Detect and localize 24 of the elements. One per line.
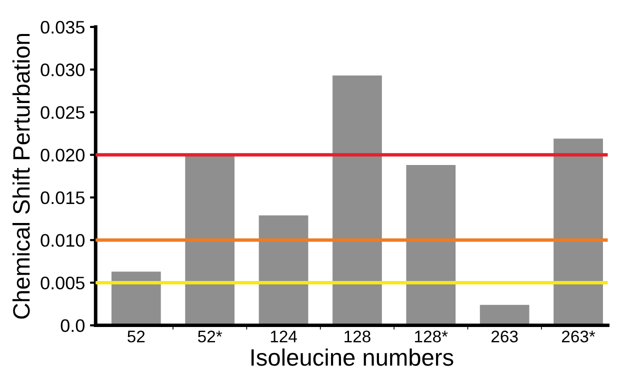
x-tick-label: 52* bbox=[198, 330, 222, 342]
x-tick-label: 263 bbox=[492, 330, 518, 342]
y-tick-label: 0.0 bbox=[60, 319, 85, 332]
bar bbox=[111, 272, 161, 326]
bar bbox=[185, 154, 235, 326]
x-tick-label: 124 bbox=[270, 330, 297, 342]
y-tick-label: 0.005 bbox=[40, 276, 84, 290]
y-axis-title: Chemical Shift Perturbation bbox=[12, 34, 30, 319]
x-tick-label: 128* bbox=[415, 330, 448, 342]
bar bbox=[332, 76, 382, 326]
x-tick-label: 263* bbox=[562, 330, 596, 342]
y-tick-label: 0.010 bbox=[40, 234, 85, 247]
y-tick-label: 0.020 bbox=[40, 148, 85, 162]
x-tick-label: 52 bbox=[128, 330, 145, 342]
bar bbox=[480, 304, 530, 326]
bar bbox=[406, 165, 456, 326]
y-tick-label: 0.030 bbox=[40, 64, 85, 76]
y-tick-label: 0.025 bbox=[40, 106, 84, 119]
y-tick-label: 0.035 bbox=[40, 20, 84, 34]
x-tick-label: 128 bbox=[344, 330, 370, 342]
x-axis-title: Isoleucine numbers bbox=[252, 348, 454, 366]
bar bbox=[258, 215, 308, 326]
y-tick-label: 0.015 bbox=[40, 191, 84, 204]
bar bbox=[554, 138, 603, 326]
